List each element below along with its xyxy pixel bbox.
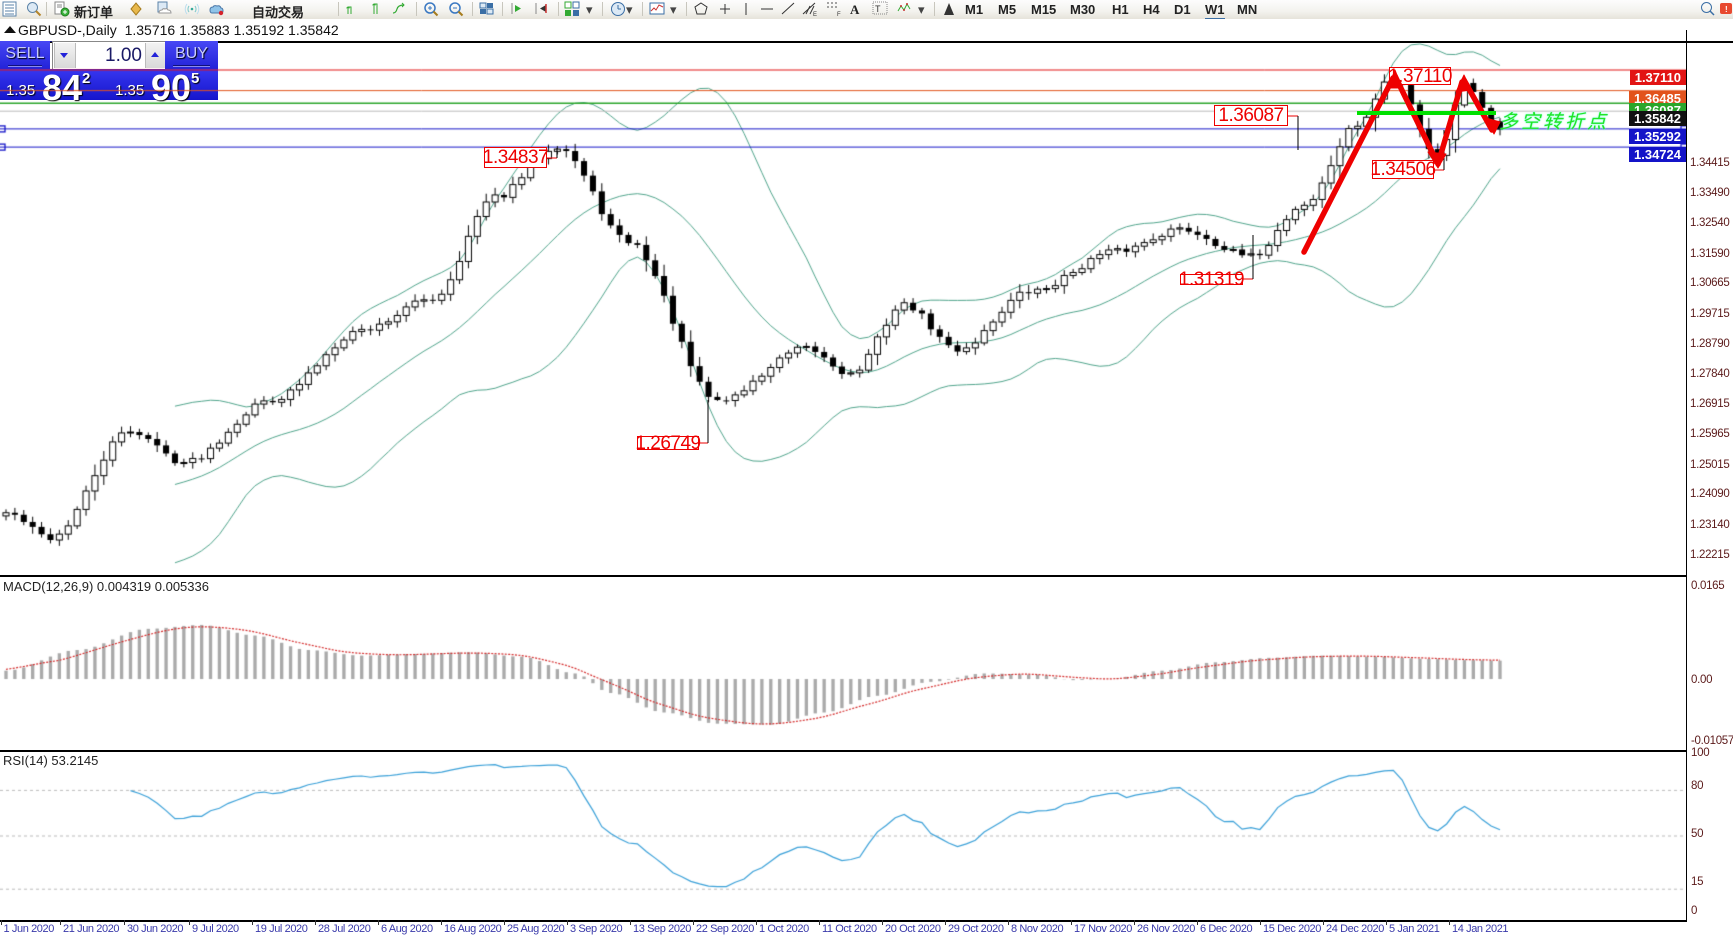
svg-text:E: E (813, 12, 817, 17)
svg-text:!: ! (1725, 5, 1728, 14)
svg-text:T: T (875, 4, 881, 14)
svg-text:F: F (837, 12, 841, 17)
